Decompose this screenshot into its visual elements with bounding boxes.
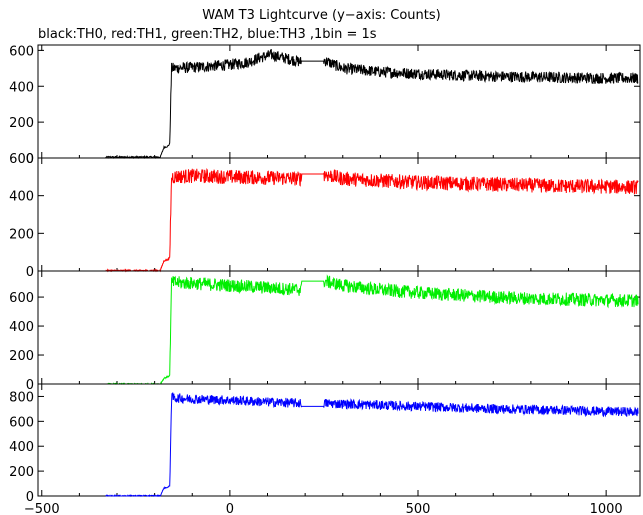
x-tick-label-0: 0 [226,502,234,515]
y-tick-label-th1-600: 600 [9,152,34,167]
x-tick-label-1000: 1000 [590,502,623,515]
y-tick-label-th2-400: 400 [9,320,34,335]
panel-frame-th3 [37,383,641,497]
y-tick-label-th0-0: 0 [26,152,34,167]
y-tick-label-th3-0: 0 [26,490,34,505]
chart-title: WAM T3 Lightcurve (y−axis: Counts) [202,8,441,23]
x-tick-label-500: 500 [406,502,431,515]
y-tick-label-th3-600: 600 [9,415,34,430]
series-line-th1 [105,167,639,273]
panel-frame-th0 [37,44,641,159]
y-tick-label-th1-0: 0 [26,265,34,280]
y-tick-label-th0-600: 600 [9,44,34,59]
y-tick-label-th3-200: 200 [9,465,34,480]
y-tick-label-th1-400: 400 [9,190,34,205]
y-tick-label-th2-200: 200 [9,349,34,364]
series-line-th0 [105,48,639,160]
series-line-th2 [105,274,639,385]
y-tick-label-th0-400: 400 [9,80,34,95]
chart-subtitle: black:TH0, red:TH1, green:TH2, blue:TH3 … [38,27,377,42]
y-tick-label-th2-600: 600 [9,291,34,306]
y-tick-label-th2-0: 0 [26,378,34,393]
y-tick-label-th1-200: 200 [9,227,34,242]
y-tick-label-th3-400: 400 [9,440,34,455]
x-tick-label--500: −500 [24,502,60,515]
series-line-th3 [105,392,639,498]
y-tick-label-th3-800: 800 [9,390,34,405]
panel-frame-th1 [37,157,641,272]
y-tick-label-th0-200: 200 [9,116,34,131]
